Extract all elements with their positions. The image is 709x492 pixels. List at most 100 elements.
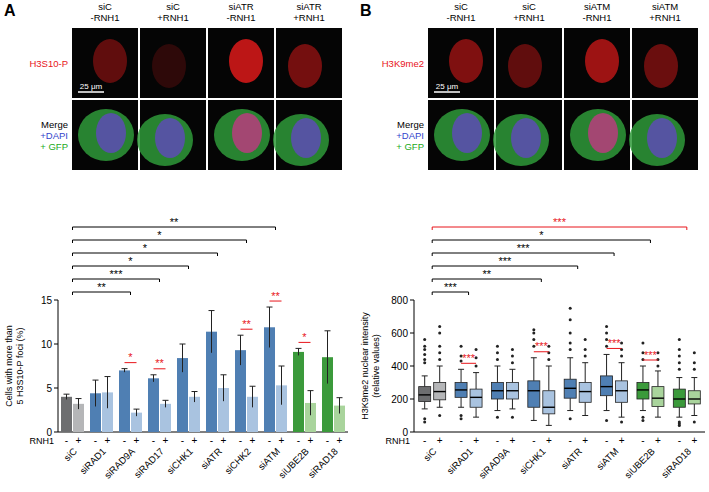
significance-label: * [128,255,133,267]
significance-label: *** [499,255,513,267]
whisker-low [582,402,588,415]
y-tick-label: 400 [391,361,408,372]
column-header: siATR [228,1,253,12]
category-label: siRAD18 [659,446,693,480]
nucleus [647,118,677,158]
series-sign: - [152,435,155,446]
outlier [678,355,681,358]
outlier [460,417,463,420]
significance-label: *** [517,242,531,254]
box [470,389,482,407]
outlier [423,361,426,364]
significance-label: ** [97,281,106,293]
outlier [693,368,696,371]
scale-bar-label: 25 μm [80,82,103,91]
whisker-high [604,354,610,375]
whisker-high [473,373,479,390]
significance-label: *** [553,216,567,228]
outlier [584,338,587,341]
series-sign: - [423,435,426,446]
series-sign: - [532,435,535,446]
y-tick [410,366,414,367]
nucleus [508,44,542,88]
outlier [438,332,441,335]
outlier [678,368,681,371]
outlier [569,332,572,335]
y-axis-label: Cells with more than [4,325,14,407]
whisker-low [509,399,515,409]
micrograph [72,100,138,170]
error-bar [105,377,111,409]
significance-label: ** [242,318,251,330]
outlier [475,348,478,351]
box [673,389,685,407]
whisker-high [567,358,573,379]
series-sign: - [569,435,572,446]
y-axis [58,300,59,432]
micrograph [564,100,630,170]
row-label: +DAPI [40,130,68,141]
significance-label: * [302,331,307,343]
micrograph [632,28,698,98]
whisker-high [582,363,588,383]
column-header: -RNH1 [90,12,119,23]
error-bar [267,307,273,347]
whisker-high [619,363,625,381]
box [434,383,446,400]
y-tick [410,432,414,433]
series-sign: - [496,435,499,446]
median [601,386,613,387]
series-sign: + [582,435,588,446]
series-sign: + [510,435,516,446]
figure: AsiC-RNH1siC+RNH1siATR-RNH1siATR+RNH1H3S… [0,0,709,492]
series-sign: - [181,435,184,446]
series-sign: - [239,435,242,446]
whisker-high [676,378,682,390]
category-label: siC [61,446,79,464]
scale-bar-label: 25 μm [436,82,459,91]
outlier [423,358,426,361]
significance-label: *** [608,337,622,349]
error-bar [296,348,302,355]
outlier [656,351,659,354]
outlier [605,332,608,335]
y-tick [54,432,58,433]
column-header: siATM [652,1,678,12]
box [419,387,431,402]
whisker-low [567,398,573,410]
median [637,389,649,390]
whisker-low [494,399,500,411]
nucleus [96,113,126,153]
whisker-high [655,371,661,387]
significance-label: *** [110,268,124,280]
median [528,390,540,391]
nucleus [644,44,678,88]
error-bar [221,375,227,401]
median [470,397,482,398]
box [579,383,591,403]
error-bar [76,399,82,410]
series-sign: - [326,435,329,446]
outlier [620,341,623,344]
outlier [496,358,499,361]
whisker-low [458,397,464,407]
box [506,383,518,400]
series-sign: - [297,435,300,446]
outlier [475,365,478,368]
median [543,407,555,408]
outlier [511,348,514,351]
median [652,397,664,398]
outlier [641,341,644,344]
outlier [569,417,572,420]
error-bar [337,398,343,414]
column-header: -RNH1 [226,12,255,23]
outlier [438,358,441,361]
outlier [496,351,499,354]
whisker-low [619,402,625,417]
error-bar [134,409,140,416]
significance-label: * [539,229,544,241]
significance-label: *** [444,281,458,293]
box [652,387,664,407]
y-axis-label: H3K9me2 nuclear intensity [360,312,370,420]
error-bar [64,394,70,399]
